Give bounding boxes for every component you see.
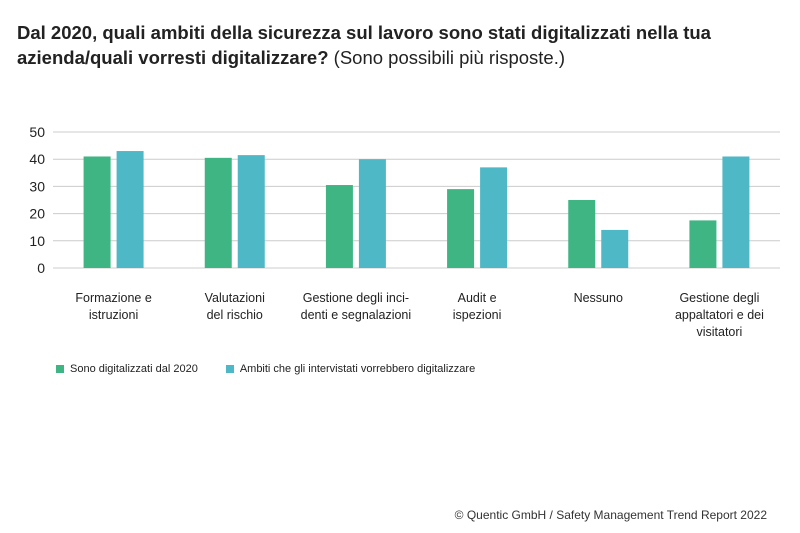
legend: Sono digitalizzati dal 2020 Ambiti che g… [56,363,475,375]
category-label-2-line-1: Valutazioni [205,291,265,305]
category-label-1-line-2: istruzioni [89,308,138,322]
chart-title: Dal 2020, quali ambiti della sicurezza s… [17,20,787,70]
bar-series-1-3 [325,185,353,268]
source-credit: © Quentic GmbH / Safety Management Trend… [454,508,767,522]
legend-item-series-1: Sono digitalizzati dal 2020 [56,363,198,375]
category-label-5-line-1: Nessuno [574,291,623,305]
bar-series-1-5 [568,200,596,268]
category-label-4-line-1: Audit e [458,291,497,305]
category-label-1-line-1: Formazione e [75,291,151,305]
bar-series-1-2 [204,157,232,268]
bar-series-1-6 [689,220,717,268]
bar-series-1-1 [83,156,111,268]
bar-series-2-1 [116,151,144,268]
category-label-2-line-2: del rischio [207,308,263,322]
chart-title-main: Dal 2020, quali ambiti della sicurezza s… [17,22,711,68]
y-tick-label-30: 30 [29,178,45,194]
y-tick-label-20: 20 [29,206,45,222]
legend-swatch-series-1 [56,365,64,373]
bar-series-2-6 [722,156,750,268]
legend-swatch-series-2 [225,365,234,373]
y-tick-label-50: 50 [29,124,45,140]
category-label-6-line-3: visitatori [696,325,742,339]
y-tick-label-0: 0 [37,260,45,276]
category-label-3-line-2: denti e segnalazioni [301,308,412,322]
legend-label-series-1: Sono digitalizzati dal 2020 [70,363,198,375]
legend-item-series-2: Ambiti che gli intervistati vorrebbero d… [225,363,476,375]
bar-series-2-3 [358,159,386,268]
bar-chart: 0 10 20 30 40 50 Formazione e istruzioni Valutaz… [29,124,780,339]
chart-title-note: (Sono possibili più risposte.) [333,47,566,68]
bar-series-2-2 [237,155,265,268]
category-label-6-line-2: appaltatori e dei [675,308,764,322]
category-label-4-line-2: ispezioni [453,308,502,322]
y-tick-label-10: 10 [29,233,45,249]
legend-label-series-2: Ambiti che gli intervistati vorrebbero d… [239,363,476,375]
bar-series-1-4 [447,189,475,268]
bar-series-2-4 [480,167,508,268]
category-label-6-line-1: Gestione degli [679,291,759,305]
bar-series-2-5 [601,229,629,268]
y-tick-label-40: 40 [29,151,45,167]
category-label-3-line-1: Gestione degli inci- [303,291,409,305]
